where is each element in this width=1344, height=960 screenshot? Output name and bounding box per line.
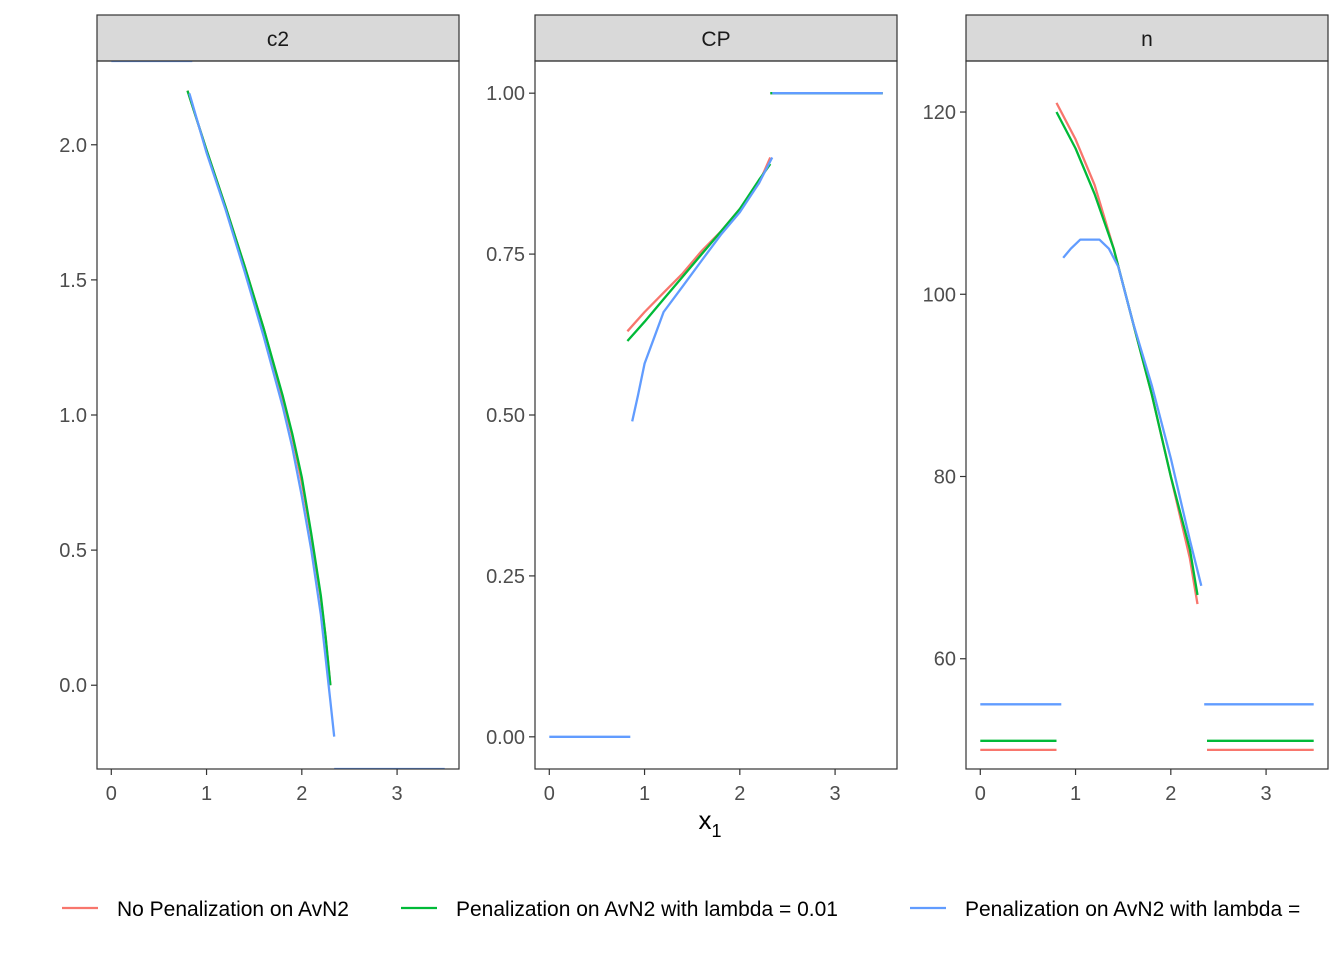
- y-tick-label: 0.50: [486, 405, 525, 427]
- x-tick-label: 0: [106, 783, 117, 805]
- facet-panel-CP: CP 0 1 2 3 0.00 0.25 0.50 0.75 1.00: [486, 14, 898, 805]
- facet-panel-n: n 0 1 2 3 60 80 100 120: [923, 14, 1329, 805]
- series-line-3: [631, 156, 774, 422]
- series-lines: [980, 102, 1314, 752]
- y-tick-label: 2.0: [59, 135, 87, 157]
- facet-panel-c2: c2 0 1 2 3 0.0 0.5 1.0 1.5 2.0: [59, 14, 460, 805]
- facet-strip-label: CP: [701, 28, 730, 51]
- y-tick-label: 80: [934, 467, 956, 489]
- y-tick-label: 0.75: [486, 244, 525, 266]
- y-tick-label: 1.00: [486, 83, 525, 105]
- x-axis-title-subscript: 1: [711, 821, 721, 841]
- legend-label: No Penalization on AvN2: [117, 898, 349, 921]
- x-tick-label: 0: [544, 783, 555, 805]
- x-tick-label: 3: [1261, 783, 1272, 805]
- y-tick-label: 0.25: [486, 566, 525, 588]
- x-tick-label: 1: [1070, 783, 1081, 805]
- legend-item-3: Penalization on AvN2 with lambda =: [910, 898, 1300, 921]
- legend-item-1: No Penalization on AvN2: [62, 898, 349, 921]
- facet-strip: [965, 14, 1329, 62]
- legend-label: Penalization on AvN2 with lambda =: [965, 898, 1300, 921]
- x-axis-title: x1: [698, 805, 721, 841]
- y-tick-label: 120: [923, 102, 956, 124]
- series-line-2: [626, 163, 772, 342]
- x-tick-label: 2: [1165, 783, 1176, 805]
- y-tick-label: 60: [934, 649, 956, 671]
- y-tick-label: 0.0: [59, 675, 87, 697]
- facet-strip: [534, 14, 898, 62]
- x-tick-label: 2: [296, 783, 307, 805]
- series-line-3: [1062, 238, 1203, 587]
- series-lines: [549, 92, 883, 738]
- y-tick-label: 100: [923, 284, 956, 306]
- y-tick-label: 0.00: [486, 727, 525, 749]
- y-tick-label: 0.5: [59, 540, 87, 562]
- facet-strip-label: n: [1141, 28, 1153, 51]
- legend: No Penalization on AvN2 Penalization on A…: [62, 898, 1300, 921]
- x-tick-label: 3: [830, 783, 841, 805]
- facet-strip: [96, 14, 460, 62]
- facet-panels: c2 0 1 2 3 0.0 0.5 1.0 1.5 2.0 CP 0 1 2 3 0.00 0.25 0.50 0…: [59, 14, 1329, 805]
- x-tick-label: 1: [639, 783, 650, 805]
- y-tick-label: 1.0: [59, 405, 87, 427]
- x-tick-label: 2: [734, 783, 745, 805]
- legend-item-2: Penalization on AvN2 with lambda = 0.01: [401, 898, 838, 921]
- series-line-3: [188, 93, 336, 737]
- x-tick-label: 0: [975, 783, 986, 805]
- x-tick-label: 1: [201, 783, 212, 805]
- legend-label: Penalization on AvN2 with lambda = 0.01: [456, 898, 838, 921]
- y-tick-label: 1.5: [59, 270, 87, 292]
- x-tick-label: 3: [392, 783, 403, 805]
- panel-border: [965, 60, 1329, 770]
- x-axis-title-main: x: [698, 805, 711, 835]
- facet-strip-label: c2: [267, 28, 289, 51]
- series-lines: [111, 61, 445, 769]
